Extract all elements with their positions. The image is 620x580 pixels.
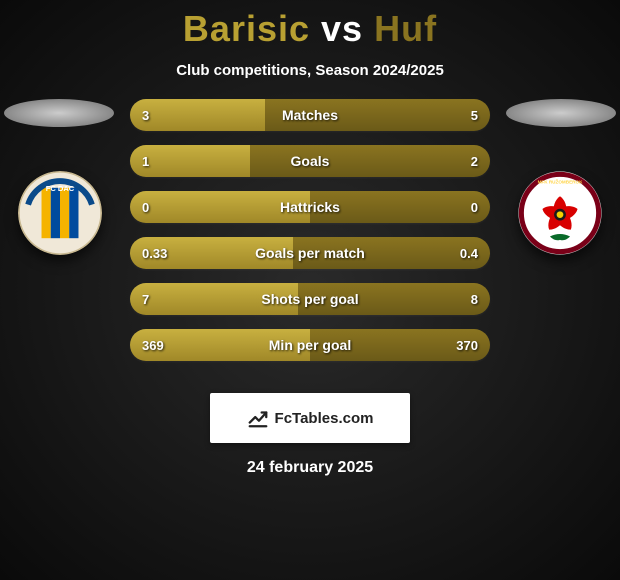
platform-right (506, 99, 616, 127)
stat-bar-row: Goals1 2 (130, 145, 490, 177)
stat-value-right: 5 (459, 99, 490, 131)
team-badge-left: FC DAC (18, 171, 102, 255)
player1-name: Barisic (183, 8, 310, 49)
stat-value-right: 2 (459, 145, 490, 177)
stat-value-left: 0 (130, 191, 161, 223)
subtitle: Club competitions, Season 2024/2025 (0, 62, 620, 79)
comparison-title: Barisic vs Huf (0, 0, 620, 50)
stat-value-left: 369 (130, 329, 176, 361)
team-badge-right: MFK RUŽOMBEROK (518, 171, 602, 255)
stat-label: Shots per goal (130, 283, 490, 315)
stat-bar-row: Min per goal369 370 (130, 329, 490, 361)
stat-bar-row: Shots per goal7 8 (130, 283, 490, 315)
stat-bars: Matches3 5 Goals1 2 Hattricks0 0 Goals per mat… (130, 99, 490, 375)
stat-value-right: 0 (459, 191, 490, 223)
stat-label: Matches (130, 99, 490, 131)
stat-value-left: 7 (130, 283, 161, 315)
stat-bar-row: Goals per match0.33 0.4 (130, 237, 490, 269)
vs-text: vs (321, 8, 363, 49)
stat-value-right: 0.4 (448, 237, 490, 269)
comparison-arena: FC DAC MFK RUŽOMBEROK Matches3 5 Goals1 2 Ha… (0, 99, 620, 379)
stat-label: Hattricks (130, 191, 490, 223)
stat-bar-row: Hattricks0 0 (130, 191, 490, 223)
brand-text: FcTables.com (275, 410, 374, 427)
stat-value-left: 0.33 (130, 237, 179, 269)
player2-name: Huf (374, 8, 437, 49)
stat-value-left: 1 (130, 145, 161, 177)
stat-label: Goals per match (130, 237, 490, 269)
brand-box: FcTables.com (210, 393, 410, 443)
stat-value-right: 8 (459, 283, 490, 315)
svg-text:FC DAC: FC DAC (46, 184, 75, 193)
date-text: 24 february 2025 (0, 459, 620, 477)
stat-value-right: 370 (444, 329, 490, 361)
stat-label: Min per goal (130, 329, 490, 361)
stat-bar-row: Matches3 5 (130, 99, 490, 131)
stat-value-left: 3 (130, 99, 161, 131)
brand-chart-icon (247, 407, 269, 429)
platform-left (4, 99, 114, 127)
stat-label: Goals (130, 145, 490, 177)
